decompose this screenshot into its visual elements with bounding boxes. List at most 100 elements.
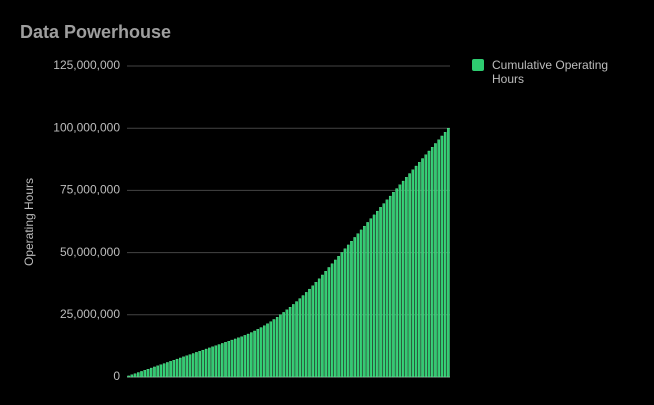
bar [330, 263, 334, 378]
bar [395, 188, 398, 378]
bar [437, 139, 440, 378]
bar [246, 333, 250, 378]
bar [343, 248, 347, 378]
y-tick-label: 125,000,000 [53, 58, 120, 72]
bar [372, 214, 376, 378]
bar [414, 165, 418, 378]
bar [369, 218, 373, 378]
bar [408, 173, 411, 378]
bar [149, 367, 153, 378]
bar [211, 346, 214, 378]
bar [337, 256, 340, 378]
bar [175, 358, 179, 378]
bar [240, 336, 243, 378]
y-tick-label: 50,000,000 [60, 245, 120, 259]
y-axis-label: Operating Hours [22, 178, 36, 266]
bar [411, 169, 415, 378]
bar [140, 371, 143, 378]
bar [405, 177, 408, 378]
bar [275, 317, 279, 378]
bar [172, 360, 176, 378]
bar [214, 345, 218, 378]
bar [188, 354, 192, 378]
bar [385, 199, 389, 378]
bar [334, 259, 337, 378]
bar [262, 325, 266, 378]
bar [421, 158, 424, 378]
bar [324, 271, 327, 378]
bar [159, 364, 163, 378]
bar [443, 132, 447, 378]
bar [137, 372, 140, 378]
bar [269, 321, 273, 378]
bar [350, 241, 353, 378]
bar [346, 244, 350, 378]
bar [230, 339, 234, 378]
bar [195, 352, 198, 378]
bar [388, 195, 392, 378]
bar [340, 252, 344, 378]
bar [311, 285, 315, 378]
bar [440, 135, 444, 378]
bar [133, 373, 137, 378]
y-tick-label: 0 [113, 369, 120, 383]
bar [376, 210, 379, 378]
bar [256, 329, 260, 378]
bar [162, 363, 166, 378]
bar [166, 362, 169, 378]
legend-label: Cumulative Operating Hours [492, 58, 609, 86]
bar [392, 192, 395, 378]
bar [217, 344, 221, 378]
bar [317, 278, 321, 378]
bar [356, 233, 360, 378]
bar [259, 327, 263, 378]
bar [237, 337, 240, 378]
bar [379, 207, 382, 378]
bar [398, 184, 402, 378]
bar [308, 288, 311, 378]
bar [182, 356, 185, 378]
bar [288, 307, 292, 378]
bar [204, 348, 208, 378]
bar [285, 309, 289, 378]
bar [424, 154, 428, 378]
bar [447, 128, 450, 378]
legend-swatch [472, 59, 484, 71]
bar [314, 282, 318, 378]
bar [366, 222, 369, 378]
bar [304, 292, 308, 378]
bar [156, 365, 159, 378]
bar [418, 162, 421, 378]
bar [359, 229, 363, 378]
bar [253, 330, 256, 378]
bar [427, 150, 431, 378]
bar [382, 203, 386, 378]
bar [250, 332, 253, 378]
bar [143, 370, 147, 378]
chart-title: Data Powerhouse [20, 22, 171, 42]
bar [201, 349, 205, 378]
bar [224, 342, 227, 378]
bar [130, 374, 134, 378]
bar [191, 353, 195, 378]
bar [185, 355, 189, 378]
bar [198, 351, 201, 378]
bar [127, 375, 130, 378]
bar [295, 301, 298, 378]
bar [301, 295, 305, 378]
bar [430, 147, 434, 378]
bar [298, 298, 302, 378]
y-tick-label: 25,000,000 [60, 307, 120, 321]
bar [272, 319, 276, 378]
bar [327, 267, 331, 378]
bar [401, 180, 405, 378]
bar [243, 335, 247, 378]
bar [282, 312, 285, 378]
bar [153, 366, 156, 378]
bar [227, 341, 231, 378]
bar [292, 304, 295, 378]
bar [208, 347, 211, 378]
y-tick-label: 100,000,000 [53, 120, 120, 134]
